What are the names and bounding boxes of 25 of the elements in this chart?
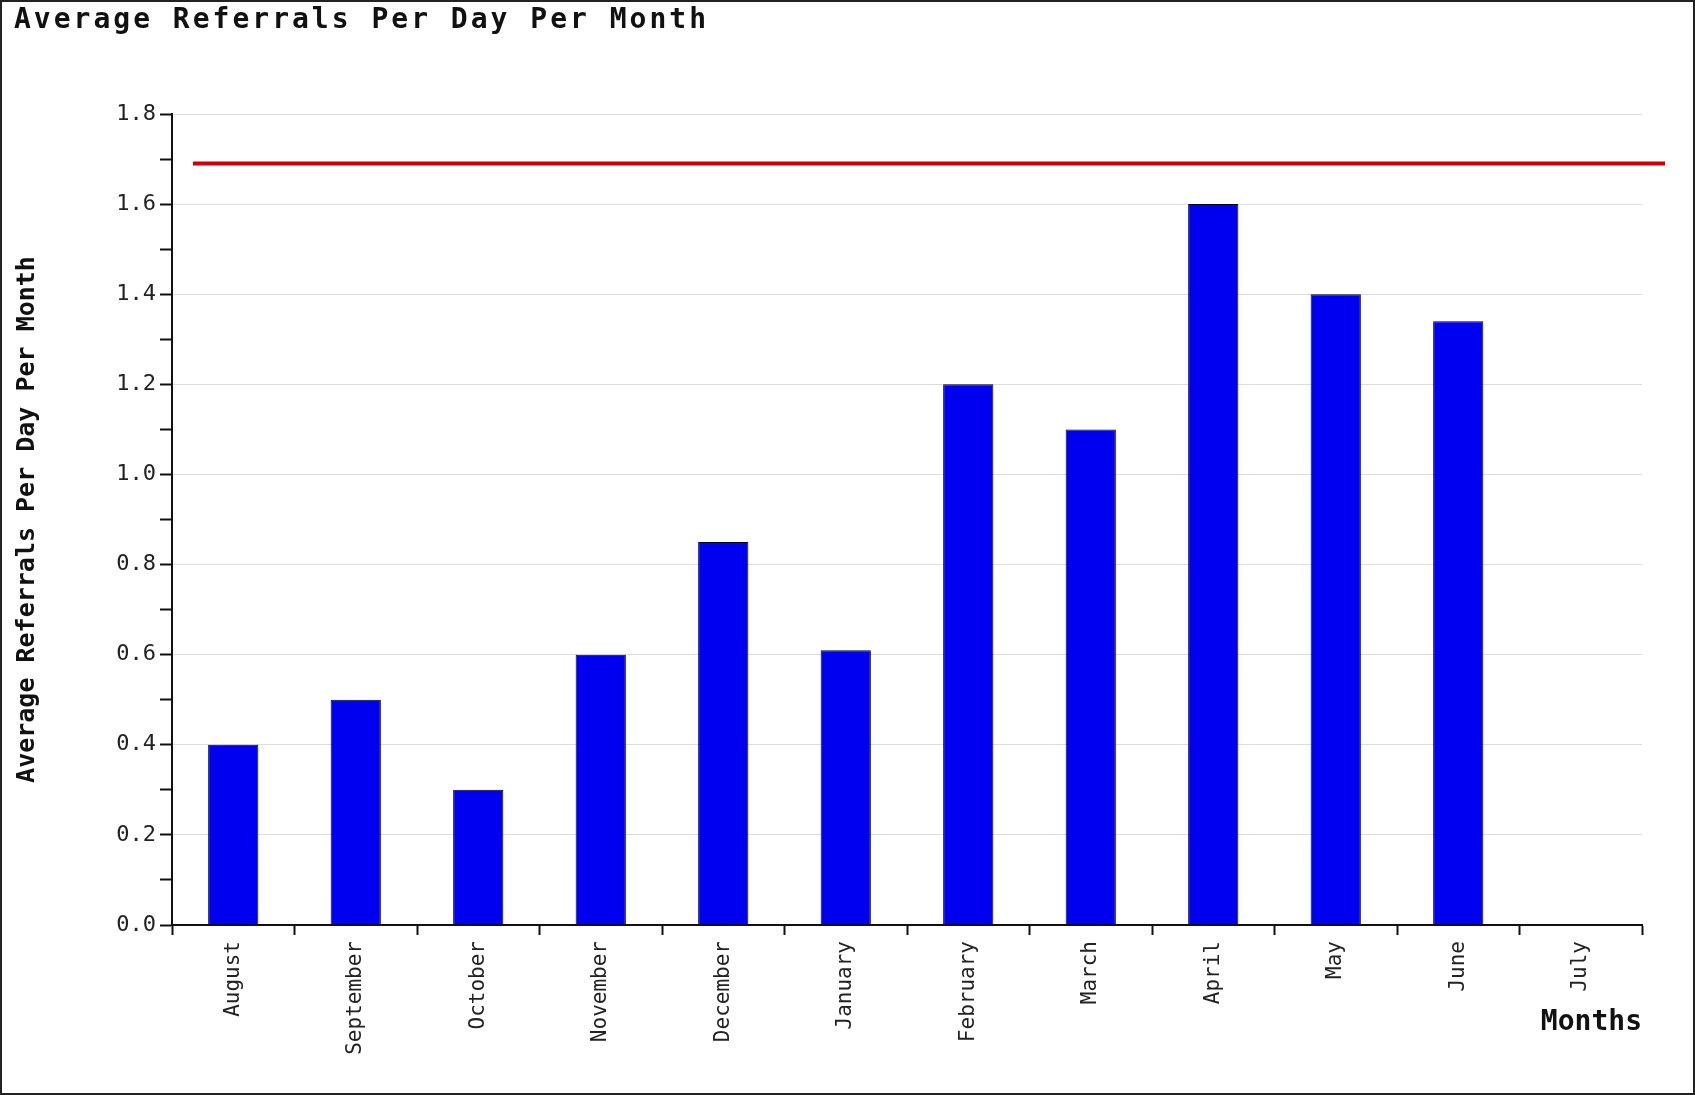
y-tick-label: 0.0 xyxy=(116,910,156,936)
x-tick-label: January xyxy=(832,941,857,1030)
x-tick-label: April xyxy=(1199,941,1224,1005)
x-tick-label: May xyxy=(1322,941,1347,979)
y-tick-label: 0.6 xyxy=(116,640,156,666)
x-tick-label: December xyxy=(709,941,734,1043)
y-tick-label: 1.6 xyxy=(116,189,156,215)
y-tick-label: 1.4 xyxy=(116,279,156,305)
y-tick-label: 0.2 xyxy=(116,820,156,846)
y-tick-label: 0.8 xyxy=(116,550,156,576)
y-tick-label: 1.8 xyxy=(116,99,156,125)
y-tick-label: 1.2 xyxy=(116,370,156,396)
x-tick-label: July xyxy=(1567,941,1592,992)
x-tick-label: September xyxy=(342,941,367,1055)
x-tick-label: February xyxy=(954,941,979,1043)
x-axis-title: Months xyxy=(1540,1004,1642,1038)
x-tick-label: August xyxy=(219,941,244,1017)
chart-title: Average Referrals Per Day Per Month xyxy=(14,2,710,36)
x-tick-label: October xyxy=(464,941,489,1030)
x-tick-label: June xyxy=(1444,941,1469,992)
y-tick-label: 1.0 xyxy=(116,460,156,486)
x-tick-label: November xyxy=(587,941,612,1043)
y-tick-label: 0.4 xyxy=(116,730,156,756)
y-axis-title: Average Referrals Per Day Per Month xyxy=(10,256,40,783)
x-tick-label: March xyxy=(1077,941,1102,1005)
